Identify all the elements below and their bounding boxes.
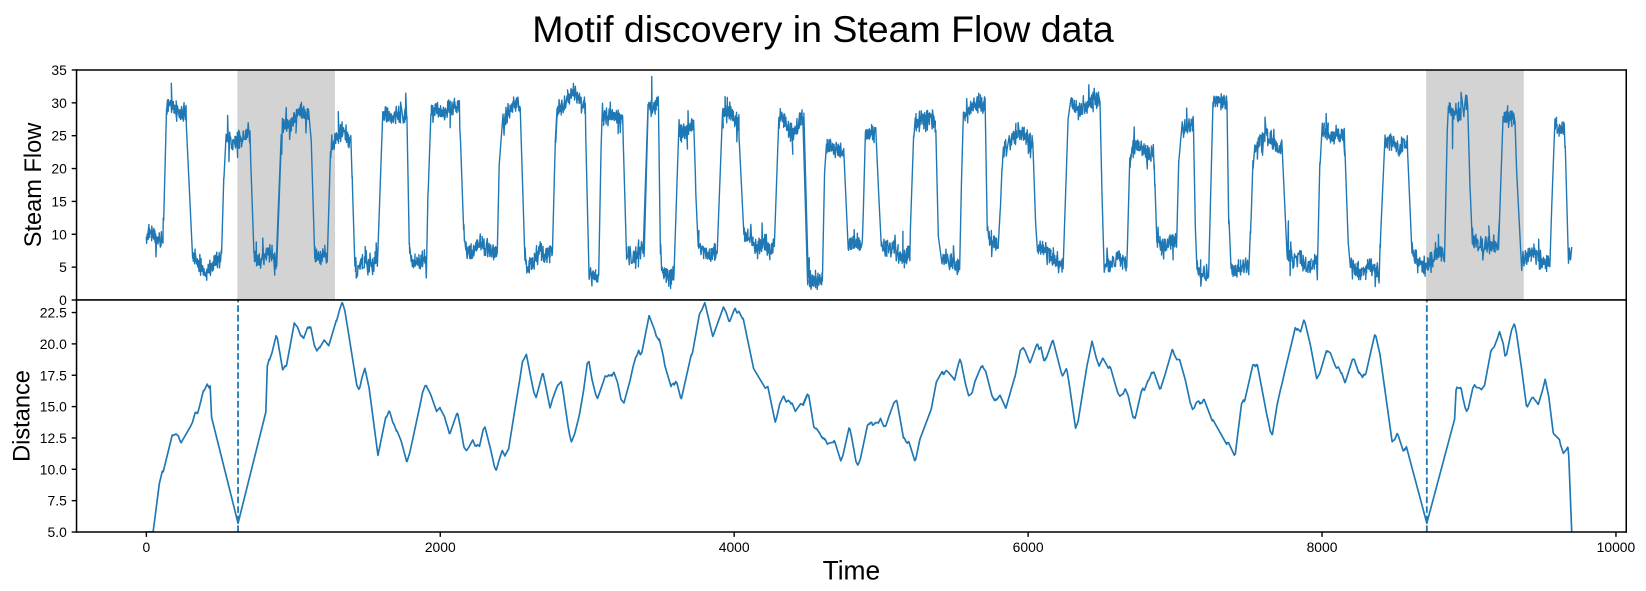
svg-text:Distance: Distance	[9, 370, 35, 462]
svg-text:5: 5	[59, 259, 67, 275]
svg-text:8000: 8000	[1307, 539, 1338, 555]
svg-text:10: 10	[51, 226, 67, 242]
svg-text:15.0: 15.0	[40, 399, 67, 415]
svg-text:35: 35	[51, 62, 67, 78]
svg-text:7.5: 7.5	[48, 493, 68, 509]
svg-text:20.0: 20.0	[40, 336, 67, 352]
svg-text:5.0: 5.0	[48, 524, 68, 540]
svg-text:15: 15	[51, 193, 67, 209]
svg-text:10000: 10000	[1597, 539, 1636, 555]
svg-text:Steam Flow: Steam Flow	[21, 122, 47, 248]
svg-text:6000: 6000	[1013, 539, 1044, 555]
svg-text:0: 0	[142, 539, 150, 555]
svg-text:Motif discovery in Steam Flow: Motif discovery in Steam Flow data	[532, 8, 1114, 50]
svg-text:17.5: 17.5	[40, 367, 67, 383]
svg-text:4000: 4000	[719, 539, 750, 555]
svg-text:12.5: 12.5	[40, 430, 67, 446]
svg-text:25: 25	[51, 128, 67, 144]
svg-text:30: 30	[51, 95, 67, 111]
svg-text:20: 20	[51, 161, 67, 177]
svg-text:10.0: 10.0	[40, 461, 67, 477]
svg-text:22.5: 22.5	[40, 305, 67, 321]
svg-text:2000: 2000	[425, 539, 456, 555]
svg-text:Time: Time	[823, 555, 881, 585]
